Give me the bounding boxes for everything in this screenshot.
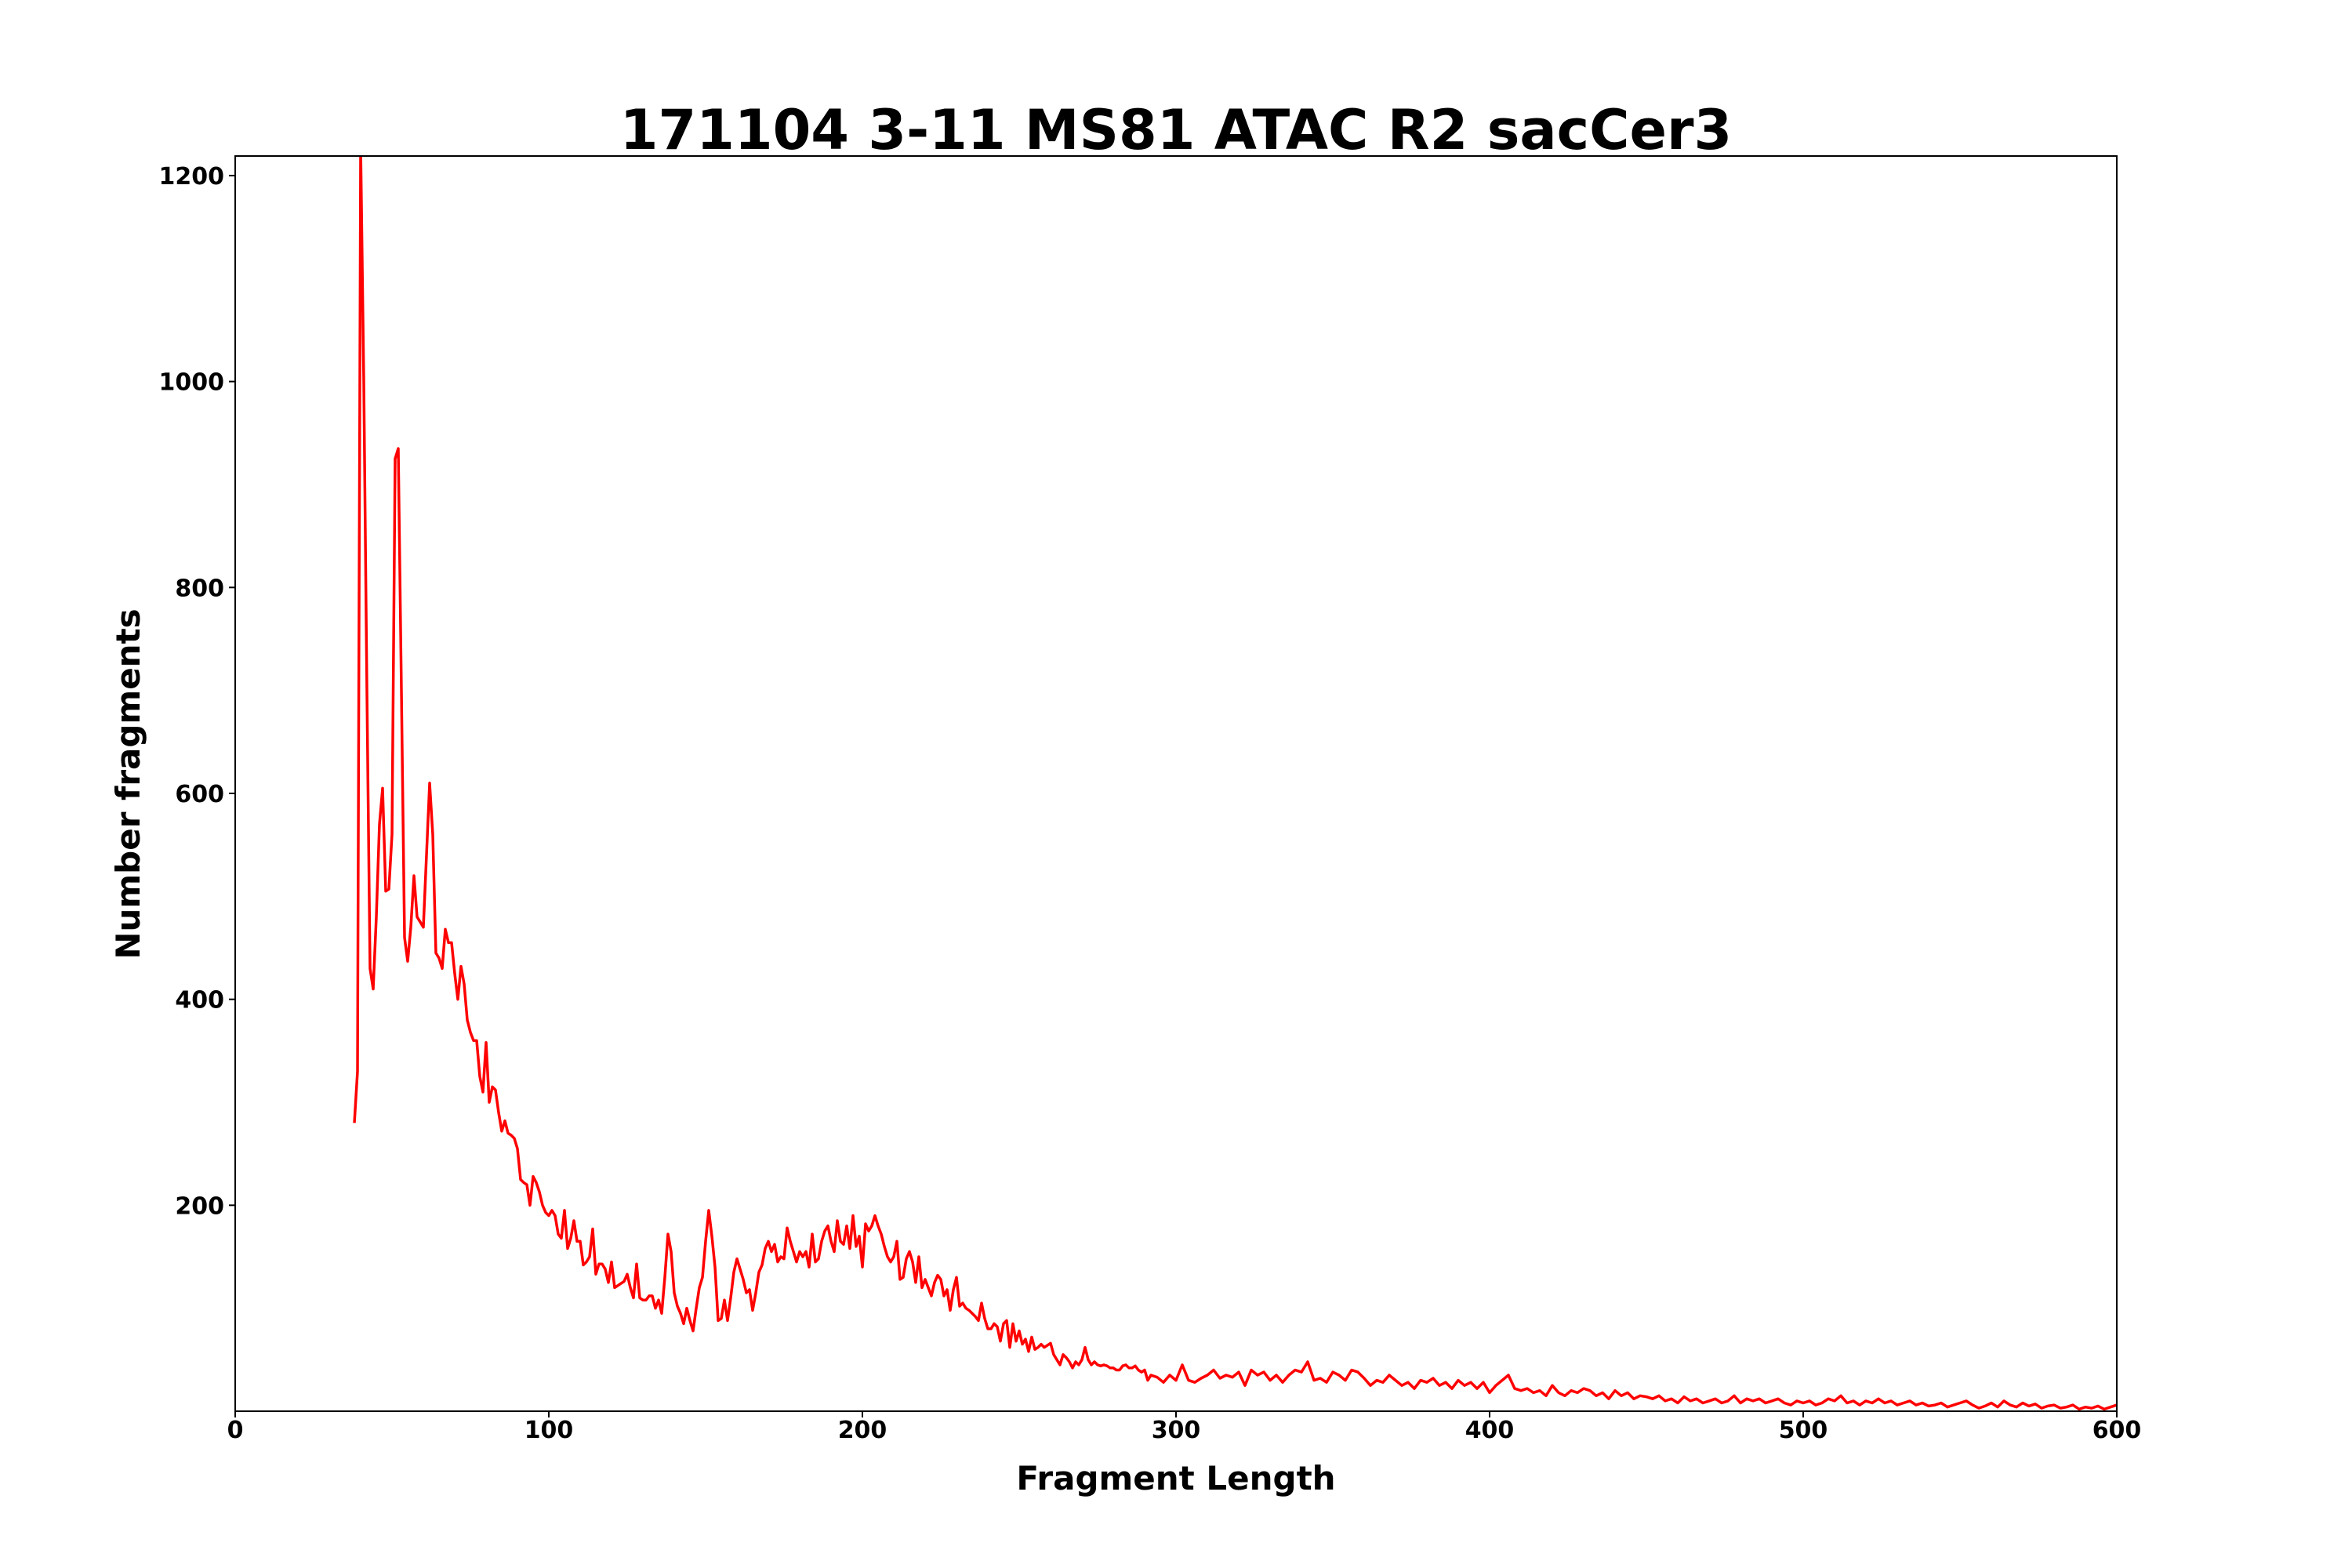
- x-tick-label: 100: [524, 1417, 574, 1444]
- x-tick-label: 500: [1779, 1417, 1828, 1444]
- y-tick-label: 400: [175, 987, 224, 1014]
- x-tick-label: 200: [838, 1417, 887, 1444]
- y-tick-label: 1000: [159, 369, 225, 397]
- y-tick-label: 200: [175, 1192, 224, 1220]
- y-axis: 200 400 600 800 1000 1200: [159, 163, 235, 1220]
- x-tick-label: 600: [2092, 1417, 2142, 1444]
- x-tick-label: 400: [1465, 1417, 1515, 1444]
- y-axis-label: Number fragments: [109, 608, 147, 959]
- x-tick-label: 0: [227, 1417, 244, 1444]
- y-tick-label: 800: [175, 575, 224, 602]
- y-tick-label: 1200: [159, 163, 225, 191]
- x-tick-label: 300: [1152, 1417, 1201, 1444]
- x-axis: 0 100 200 300 400 500 600: [227, 1411, 2142, 1444]
- chart-title: 171104 3-11 MS81 ATAC R2 sacCer3: [620, 98, 1732, 162]
- y-tick-label: 600: [175, 781, 224, 808]
- series-group: [353, 156, 2117, 1411]
- x-axis-label: Fragment Length: [1016, 1459, 1335, 1497]
- series-line-fragments: [353, 156, 2117, 1411]
